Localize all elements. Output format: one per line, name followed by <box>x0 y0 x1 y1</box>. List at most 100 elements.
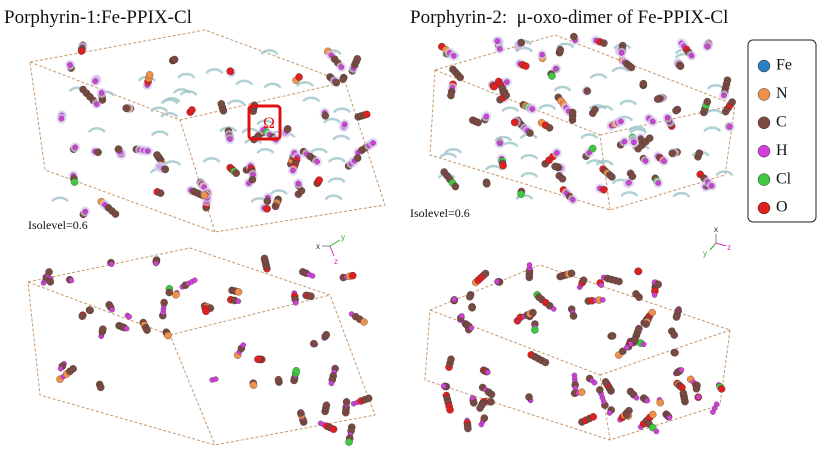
figure: Porphyrin-1:Fe-PPIX-Cl Porphyrin-2: μ-ox… <box>0 0 821 464</box>
atom <box>584 87 591 94</box>
atom <box>553 66 558 71</box>
atom <box>295 73 302 80</box>
atom <box>78 47 85 54</box>
atom <box>629 173 636 180</box>
isosurface <box>326 196 342 200</box>
atom <box>297 409 304 416</box>
atom <box>568 270 575 277</box>
atom <box>689 53 694 58</box>
atom <box>484 114 489 119</box>
atom <box>264 198 271 205</box>
isosurface <box>162 100 178 104</box>
isosurface <box>228 101 244 105</box>
legend-swatch <box>758 88 770 100</box>
atom <box>727 124 732 129</box>
atom <box>284 125 291 132</box>
atom <box>714 402 719 407</box>
atom <box>662 159 667 164</box>
isosurface <box>486 166 502 170</box>
atom <box>503 92 510 99</box>
atom <box>609 332 616 339</box>
atom <box>69 278 74 283</box>
isosurface <box>297 82 313 86</box>
isolevel-label: Isolevel=0.6 <box>410 206 470 220</box>
atom <box>551 163 558 170</box>
isosurface <box>311 149 327 153</box>
atom <box>578 389 585 396</box>
atom <box>570 33 577 40</box>
atom <box>527 262 532 267</box>
axis-label: z <box>727 243 731 252</box>
atom <box>649 411 656 418</box>
isosurface <box>236 81 252 85</box>
atom <box>307 293 314 300</box>
atom <box>671 349 678 356</box>
legend-label: Cl <box>776 170 792 187</box>
isosurface <box>334 109 350 113</box>
atom <box>202 308 209 315</box>
atom <box>680 390 687 397</box>
atom <box>99 90 104 95</box>
atom <box>589 145 596 152</box>
atom <box>441 383 446 388</box>
atom <box>201 192 208 199</box>
atom <box>447 356 454 363</box>
atom <box>504 79 509 84</box>
atom <box>95 149 102 156</box>
atom <box>530 106 535 111</box>
isosurface <box>673 193 689 197</box>
atom <box>457 74 464 81</box>
isosurface <box>303 98 319 102</box>
atom <box>654 429 659 434</box>
atom <box>643 158 648 163</box>
isosurface <box>152 132 168 136</box>
atom <box>590 413 597 420</box>
atom <box>235 288 242 295</box>
atom <box>619 50 624 55</box>
axis-arrow <box>330 246 334 256</box>
atom <box>628 64 635 71</box>
atom <box>672 107 679 114</box>
atom <box>624 345 629 350</box>
isosurface <box>161 113 177 117</box>
atom <box>635 325 642 332</box>
atom <box>363 111 370 118</box>
atoms <box>41 33 736 446</box>
atom <box>580 277 587 284</box>
atom <box>557 46 564 53</box>
atom <box>635 294 642 301</box>
atom <box>517 191 524 198</box>
isosurface <box>203 158 219 162</box>
atom <box>153 261 158 266</box>
atom <box>447 92 454 99</box>
atom <box>354 55 361 62</box>
legend-label: N <box>776 85 788 102</box>
atom <box>370 140 375 145</box>
atom <box>360 318 367 325</box>
isosurface <box>597 161 613 165</box>
isosurface <box>591 74 607 78</box>
atom <box>631 336 638 343</box>
atom <box>641 342 646 347</box>
legend-label: O <box>776 199 788 216</box>
atom <box>323 402 330 409</box>
atom <box>494 279 499 284</box>
panel-title: Porphyrin-1:Fe-PPIX-Cl <box>4 7 192 28</box>
atom <box>249 176 256 183</box>
atom <box>570 197 575 202</box>
isosurface <box>521 155 537 159</box>
atom <box>97 384 104 391</box>
atom <box>123 105 130 112</box>
isosurface <box>621 192 637 196</box>
atom <box>497 46 502 51</box>
cell-box <box>170 295 330 335</box>
atom <box>69 365 76 372</box>
atom <box>365 395 372 402</box>
axis-arrow <box>716 243 726 246</box>
isosurface <box>206 69 222 73</box>
atom <box>261 255 268 262</box>
atom <box>233 170 240 177</box>
atom <box>511 119 518 126</box>
atom <box>112 210 119 217</box>
isosurface <box>329 158 345 162</box>
